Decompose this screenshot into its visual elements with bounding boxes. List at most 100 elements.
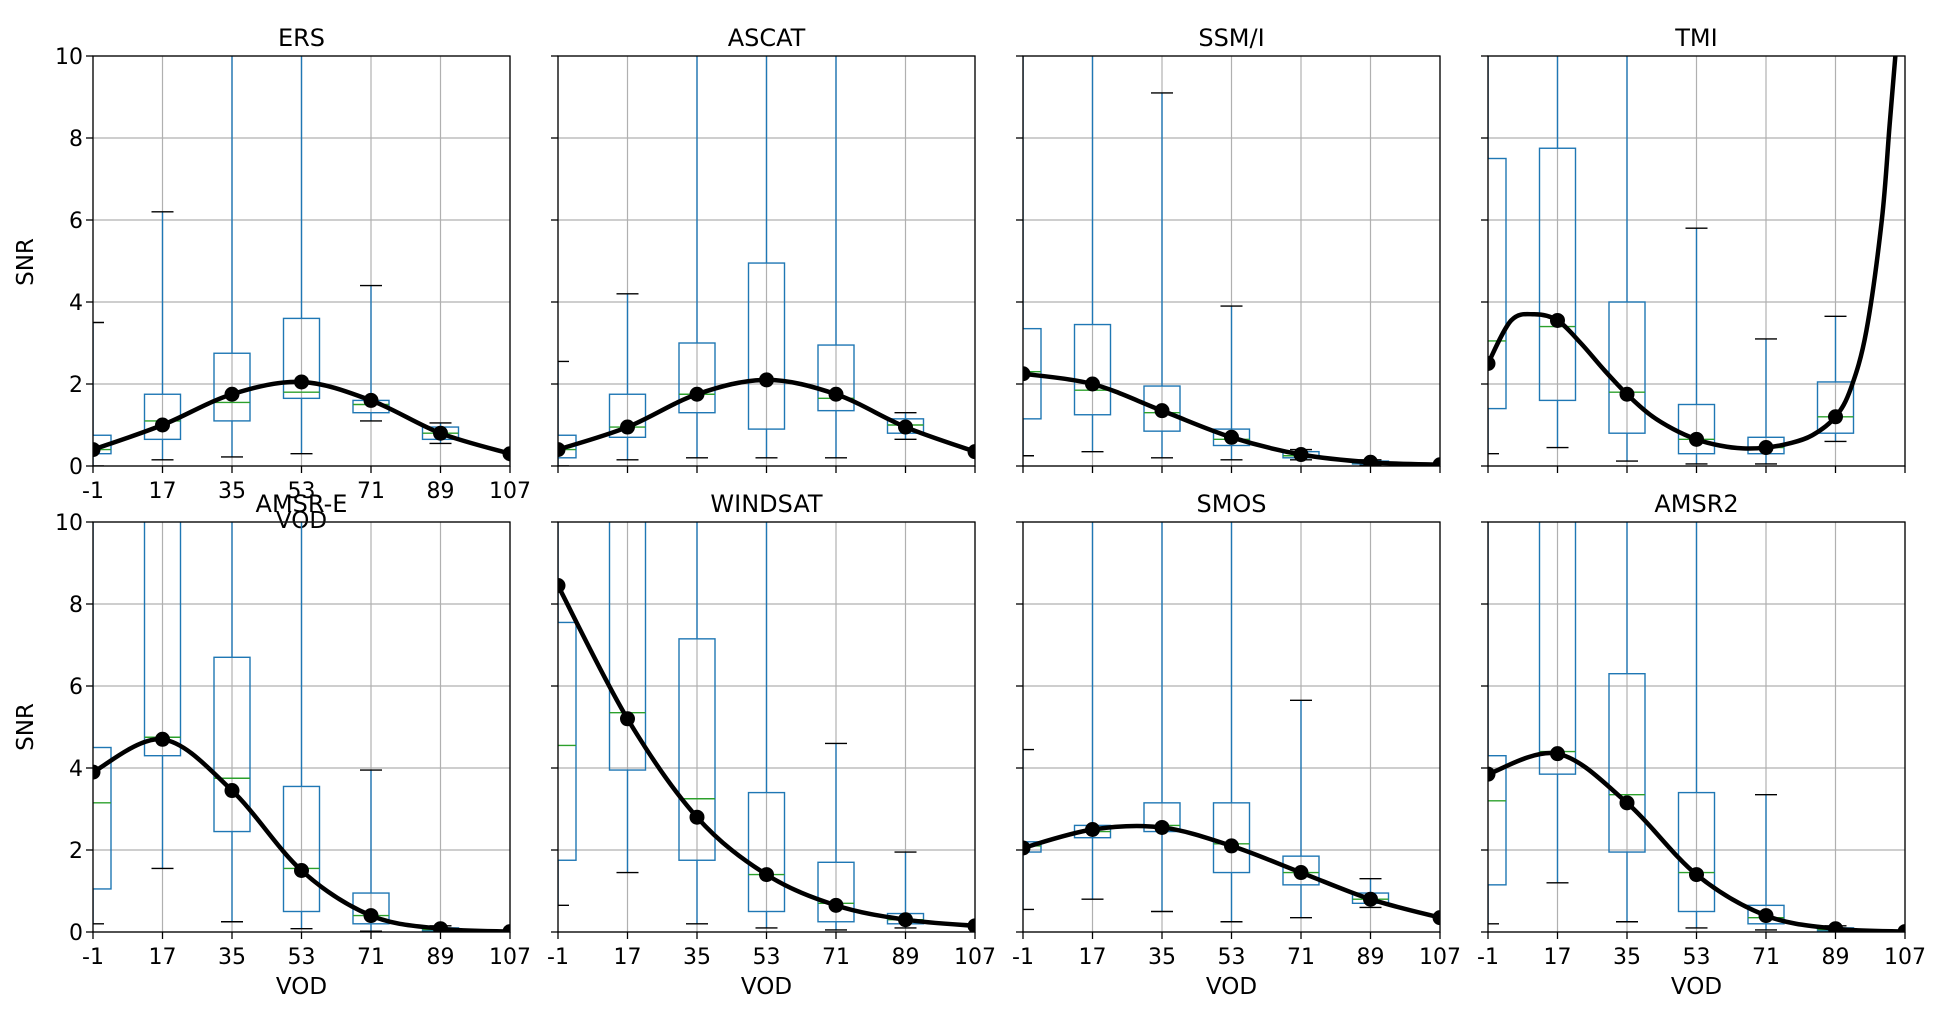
x-tick-label: 53 [288, 479, 316, 504]
data-point [1758, 908, 1774, 924]
y-tick-label: 10 [55, 511, 83, 536]
panel-frame [557, 521, 976, 933]
box-iqr [1608, 673, 1646, 853]
panel-frame [1487, 55, 1906, 467]
x-tick-label: 53 [1218, 945, 1246, 970]
curve-group [1488, 746, 1905, 932]
boxplot-group [1023, 56, 1390, 466]
panel-amsr-e: AMSR-E 0 2 4 6 8 10 -1 17 35 53 71 89 107 VOD [55, 490, 531, 1000]
data-point [558, 442, 566, 458]
x-tick-label: 89 [1822, 945, 1850, 970]
x-axis-label: VOD [276, 974, 327, 1000]
data-point [1432, 457, 1440, 466]
box-x71 [1282, 699, 1320, 919]
panel-title: SSM/I [1198, 24, 1264, 52]
panel-frame [1022, 55, 1441, 467]
panel-title: SMOS [1196, 490, 1266, 518]
x-tick-label: 89 [1357, 945, 1385, 970]
box-iqr [558, 434, 577, 459]
y-axis-label-bottom: SNR [13, 703, 39, 751]
data-point [93, 442, 101, 458]
x-tick-label: 89 [892, 945, 920, 970]
box-iqr [817, 344, 855, 412]
fitted-curve [1488, 56, 1898, 451]
panels-container: ERS 0 2 4 6 8 10 -1 17 35 53 71 89 107 VOD ASCAT SSM/I TM… [55, 24, 1926, 1000]
y-tick-label: 4 [69, 291, 83, 316]
data-point [1023, 366, 1031, 382]
box-iqr [678, 342, 716, 414]
x-tick-label: 107 [489, 479, 531, 504]
x-tick-label: 89 [427, 479, 455, 504]
data-point [363, 392, 379, 408]
x-tick-label: -1 [1477, 945, 1499, 970]
data-point [1293, 447, 1309, 463]
panel-frame [1022, 521, 1441, 933]
box-iqr [608, 393, 647, 438]
y-axis-label-top: SNR [13, 238, 39, 286]
box-iqr [1023, 841, 1042, 853]
boxplot-group [93, 56, 460, 466]
box-x17 [1538, 56, 1577, 449]
curve-group [558, 578, 975, 932]
boxplot-group [1488, 56, 1855, 465]
box-x53 [747, 522, 786, 929]
data-point [1689, 867, 1704, 883]
panel-title: WINDSAT [710, 490, 822, 518]
data-point [363, 908, 379, 924]
box-x89 [1816, 315, 1855, 443]
x-tick-label: 107 [1884, 945, 1926, 970]
data-point [1154, 403, 1170, 419]
data-point [502, 924, 510, 932]
x-tick-label: 53 [1683, 945, 1711, 970]
data-point [1432, 910, 1440, 926]
data-point [1689, 431, 1704, 447]
panel-title: AMSR-E [256, 490, 348, 518]
data-point [1488, 766, 1496, 782]
box-x71 [352, 769, 390, 932]
data-point [620, 711, 635, 727]
x-tick-label: 35 [1613, 945, 1641, 970]
panel-frame [92, 521, 511, 933]
box-x35 [678, 522, 716, 925]
panel-windsat: WINDSAT -1 17 35 53 71 89 107 VOD [547, 490, 996, 1000]
panel-tmi: TMI [1481, 24, 1906, 473]
y-tick-label: 4 [69, 757, 83, 782]
curve-group [1488, 56, 1898, 456]
x-tick-label: 35 [218, 479, 246, 504]
data-point [1828, 921, 1843, 932]
data-point [224, 783, 240, 799]
box-x35 [1143, 522, 1181, 913]
box-iqr [143, 522, 182, 757]
x-tick-label: 17 [1079, 945, 1107, 970]
data-point [620, 419, 635, 435]
x-axis-label: VOD [1671, 974, 1722, 1000]
data-point [433, 921, 448, 932]
data-point [1023, 840, 1031, 856]
data-point [828, 386, 844, 402]
data-point [1363, 891, 1378, 907]
data-point [294, 374, 309, 390]
data-point [1828, 409, 1843, 425]
box-iqr [1747, 904, 1785, 925]
x-tick-label: 53 [753, 945, 781, 970]
box-iqr [1143, 385, 1181, 432]
x-tick-label: 107 [954, 945, 996, 970]
y-tick-label: 8 [69, 593, 83, 618]
y-tick-label: 6 [69, 675, 83, 700]
curve-group [1023, 366, 1440, 466]
data-point [155, 731, 170, 747]
x-tick-label: 17 [149, 479, 177, 504]
box-x53 [1677, 522, 1716, 929]
data-point [93, 764, 101, 780]
box-x17 [608, 522, 647, 874]
data-point [155, 417, 170, 433]
data-point [1293, 865, 1309, 881]
y-tick-label: 0 [69, 455, 83, 480]
data-point [1550, 746, 1565, 762]
box-x53 [282, 56, 321, 455]
box-iqr [1282, 855, 1320, 886]
box-iqr [817, 861, 855, 923]
data-point [828, 897, 844, 913]
x-tick-label: 17 [149, 945, 177, 970]
